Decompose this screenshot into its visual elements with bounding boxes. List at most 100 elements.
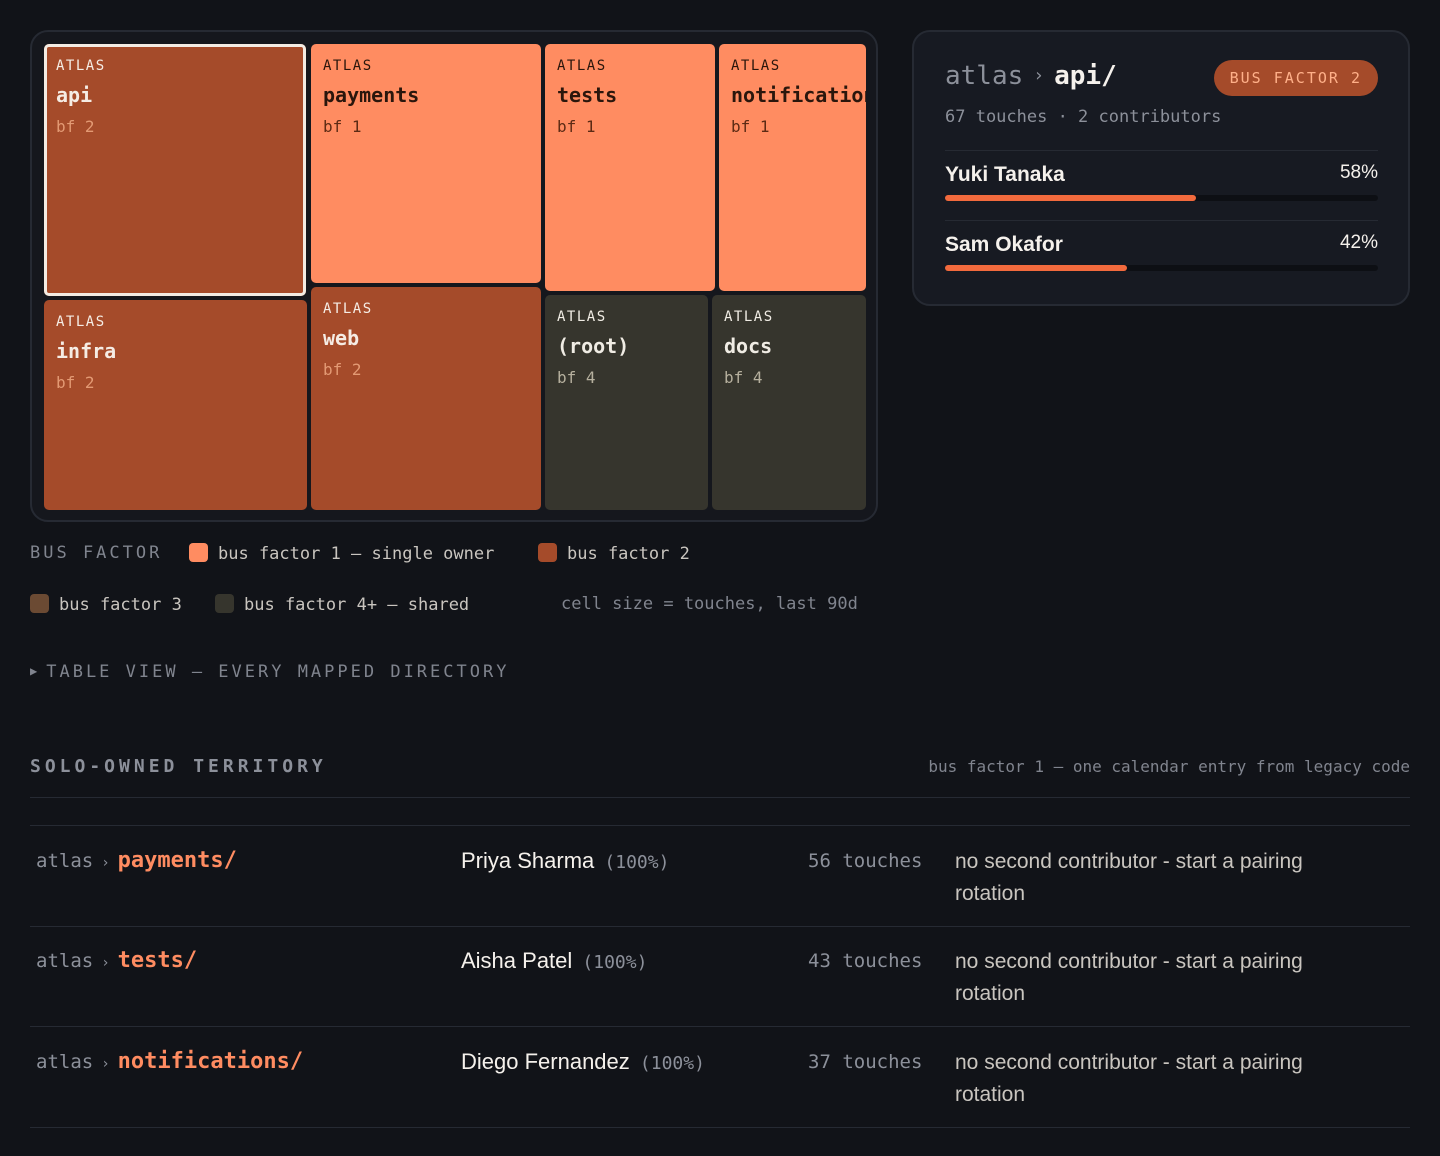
bus-factor-treemap: ATLAS api bf 2 ATLAS payments bf 1 ATLAS…: [30, 30, 878, 522]
owner-name: Diego Fernandez: [461, 1049, 630, 1074]
cell-project-label: ATLAS: [557, 309, 607, 325]
legend-swatch: [538, 543, 557, 562]
owner: Priya Sharma (100%): [461, 848, 669, 874]
table-view-toggle[interactable]: ▶ TABLE VIEW — EVERY MAPPED DIRECTORY: [30, 662, 509, 682]
legend-label: bus factor 2: [567, 544, 690, 564]
path-project: atlas: [36, 850, 94, 872]
chevron-right-icon: ›: [101, 855, 110, 871]
cell-directory-name: web: [323, 326, 360, 350]
cell-directory-name: api: [56, 83, 93, 107]
legend-item-bf1: bus factor 1 — single owner: [189, 543, 494, 564]
contributor-name: Sam Okafor: [945, 233, 1063, 256]
touch-count: 43 touches: [808, 950, 923, 972]
path-directory[interactable]: notifications/: [117, 1049, 304, 1074]
cell-bus-factor: bf 4: [724, 368, 763, 387]
contributor-percent: 58%: [1339, 162, 1378, 183]
directory-path: atlas › notifications/: [36, 1049, 303, 1074]
touch-count: 37 touches: [808, 1051, 923, 1073]
directory-path: atlas › tests/: [36, 948, 197, 973]
solo-row-tests[interactable]: atlas › tests/ Aisha Patel (100%) 43 touch…: [30, 926, 1410, 1027]
legend-label: bus factor 3: [59, 595, 182, 615]
owner-percent: (100%): [639, 1053, 705, 1074]
share-bar-track: [945, 265, 1378, 271]
cell-bus-factor: bf 2: [56, 117, 95, 136]
legend-item-bf3: bus factor 3: [30, 594, 182, 615]
legend-note: cell size = touches, last 90d: [561, 594, 858, 614]
directory-path: atlas › payments/: [36, 848, 237, 873]
legend-swatch: [30, 594, 49, 613]
path-project: atlas: [36, 950, 94, 972]
cell-project-label: ATLAS: [323, 301, 373, 317]
chevron-right-icon: ›: [101, 1056, 110, 1072]
owner-percent: (100%): [604, 852, 670, 873]
path-directory[interactable]: payments/: [117, 848, 237, 873]
treemap-cell-web[interactable]: ATLAS web bf 2: [311, 287, 541, 510]
treemap-cell-docs[interactable]: ATLAS docs bf 4: [712, 295, 866, 510]
solo-row-payments[interactable]: atlas › payments/ Priya Sharma (100%) 56 t…: [30, 826, 1410, 927]
recommended-action: no second contributor - start a pairing …: [955, 1051, 1303, 1106]
legend-swatch: [189, 543, 208, 562]
directory-detail-panel: atlas › api/ BUS FACTOR 2 67 touches · 2 c…: [912, 30, 1410, 306]
legend-title: BUS FACTOR: [30, 543, 163, 563]
recommended-action: no second contributor - start a pairing …: [955, 850, 1303, 905]
path-project: atlas: [36, 1051, 94, 1073]
section-note: bus factor 1 — one calendar entry from l…: [928, 757, 1410, 776]
share-bar-fill: [945, 195, 1197, 201]
breadcrumb: atlas › api/: [945, 61, 1117, 91]
legend-label: bus factor 4+ — shared: [244, 595, 470, 615]
section-title: SOLO-OWNED TERRITORY: [30, 756, 327, 777]
bus-factor-badge: BUS FACTOR 2: [1213, 60, 1378, 96]
treemap-cell-infra[interactable]: ATLAS infra bf 2: [44, 300, 307, 510]
cell-bus-factor: bf 1: [557, 117, 596, 136]
cell-project-label: ATLAS: [56, 58, 106, 74]
treemap-cell-api[interactable]: ATLAS api bf 2: [44, 44, 306, 296]
legend-item-bf2: bus factor 2: [538, 543, 690, 564]
directory-stats: 67 touches · 2 contributors: [945, 107, 1222, 127]
cell-bus-factor: bf 4: [557, 368, 596, 387]
cell-project-label: ATLAS: [557, 58, 607, 74]
cell-directory-name: tests: [557, 83, 618, 107]
cell-directory-name: payments: [323, 83, 420, 107]
share-bar-track: [945, 195, 1378, 201]
breadcrumb-project: atlas: [945, 61, 1024, 91]
owner-percent: (100%): [582, 952, 648, 973]
touch-count: 56 touches: [808, 850, 923, 872]
treemap-cell-payments[interactable]: ATLAS payments bf 1: [311, 44, 541, 283]
solo-row-notifications[interactable]: atlas › notifications/ Diego Fernandez (10…: [30, 1027, 1410, 1128]
owner-name: Priya Sharma: [461, 848, 595, 873]
owner-name: Aisha Patel: [461, 948, 573, 973]
triangle-right-icon: ▶: [30, 664, 41, 678]
recommended-action: no second contributor - start a pairing …: [955, 950, 1303, 1005]
legend-swatch: [215, 594, 234, 613]
legend-label: bus factor 1 — single owner: [218, 544, 495, 564]
chevron-right-icon: ›: [101, 955, 110, 971]
table-view-label: TABLE VIEW — EVERY MAPPED DIRECTORY: [46, 662, 510, 682]
cell-bus-factor: bf 1: [731, 117, 770, 136]
cell-directory-name: notifications: [731, 83, 866, 107]
legend-item-bf4: bus factor 4+ — shared: [215, 594, 469, 615]
cell-directory-name: infra: [56, 339, 117, 363]
share-bar-fill: [945, 265, 1127, 271]
owner: Aisha Patel (100%): [461, 948, 647, 974]
owner: Diego Fernandez (100%): [461, 1049, 705, 1075]
breadcrumb-directory: api/: [1054, 61, 1117, 91]
contributor-name: Yuki Tanaka: [945, 163, 1065, 186]
section-divider: [30, 797, 1410, 798]
contributor-percent: 42%: [1339, 232, 1378, 253]
cell-project-label: ATLAS: [731, 58, 781, 74]
cell-project-label: ATLAS: [724, 309, 774, 325]
cell-bus-factor: bf 2: [323, 360, 362, 379]
chevron-right-icon: ›: [1033, 65, 1045, 86]
path-directory[interactable]: tests/: [117, 948, 198, 973]
treemap-cell-notifications[interactable]: ATLAS notifications bf 1: [719, 44, 866, 291]
cell-project-label: ATLAS: [56, 314, 106, 330]
cell-bus-factor: bf 2: [56, 373, 95, 392]
contributor-row: Yuki Tanaka 58%: [945, 150, 1378, 221]
cell-bus-factor: bf 1: [323, 117, 362, 136]
cell-directory-name: docs: [724, 334, 773, 358]
cell-directory-name: (root): [557, 334, 630, 358]
treemap-cell-root[interactable]: ATLAS (root) bf 4: [545, 295, 708, 510]
contributor-row: Sam Okafor 42%: [945, 220, 1378, 291]
treemap-cell-tests[interactable]: ATLAS tests bf 1: [545, 44, 715, 291]
cell-project-label: ATLAS: [323, 58, 373, 74]
